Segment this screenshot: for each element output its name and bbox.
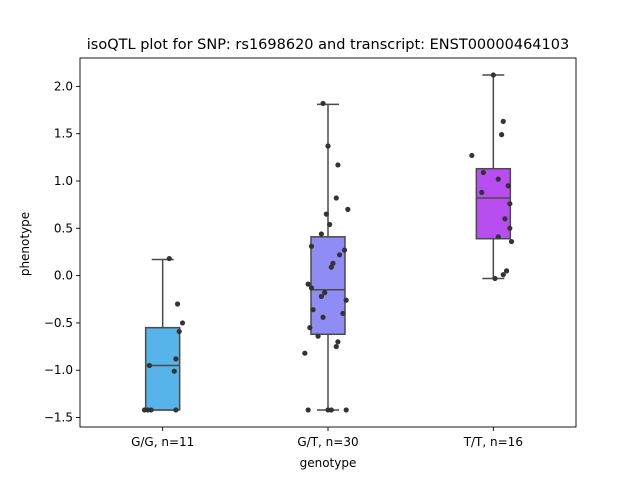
data-point (480, 169, 487, 176)
x-axis-label: genotype (300, 456, 357, 470)
data-point (315, 333, 321, 339)
data-point (343, 297, 349, 303)
data-point (341, 247, 348, 253)
data-point (345, 206, 351, 212)
data-point (176, 328, 182, 335)
iqr-box (310, 236, 346, 336)
data-point (503, 268, 510, 274)
data-point (335, 339, 341, 345)
data-point (505, 183, 511, 189)
data-point (179, 320, 186, 326)
data-point (322, 290, 328, 296)
data-point (333, 195, 339, 201)
data-point (166, 255, 172, 262)
data-point (492, 275, 498, 282)
plot-area (141, 72, 515, 413)
data-point (507, 201, 513, 207)
y-tick-label: −1.0 (44, 363, 73, 377)
y-tick-label: −1.5 (44, 411, 73, 425)
iqr-box (475, 167, 512, 240)
data-point (500, 272, 506, 278)
box-group-1 (144, 258, 181, 411)
data-point (307, 325, 313, 331)
data-point (308, 285, 315, 291)
chart-title: isoQTL plot for SNP: rs1698620 and trans… (87, 37, 569, 53)
data-point (495, 234, 501, 240)
data-point (148, 407, 154, 413)
x-tick-label: T/T, n=16 (463, 435, 523, 449)
y-axis-label: phenotype (18, 212, 32, 276)
data-point (305, 407, 311, 413)
x-tick-label: G/T, n=30 (297, 435, 358, 449)
data-point (479, 189, 485, 195)
data-point (174, 301, 181, 307)
data-point (318, 231, 324, 237)
data-point (318, 293, 324, 300)
y-tick-label: 2.0 (54, 79, 73, 93)
data-point (146, 362, 153, 369)
data-point (308, 243, 315, 249)
data-point (320, 100, 326, 107)
data-point (325, 143, 331, 149)
y-tick-label: 1.0 (54, 174, 73, 188)
x-tick-label: G/G, n=11 (131, 435, 194, 449)
data-point (507, 225, 513, 231)
data-point (343, 407, 349, 413)
y-tick-label: 0.0 (54, 269, 73, 283)
data-point (333, 343, 339, 350)
strip-points-2 (302, 100, 351, 413)
data-point (340, 310, 346, 317)
data-point (500, 118, 506, 124)
data-point (495, 176, 501, 182)
data-point (336, 252, 343, 258)
data-point (320, 314, 326, 320)
data-point (305, 281, 311, 287)
data-point (499, 132, 505, 138)
data-point (171, 368, 177, 374)
y-tick-label: 0.5 (54, 221, 73, 235)
data-point (323, 211, 329, 217)
y-tick-label: −0.5 (44, 316, 73, 330)
axes: −1.5 −1.0 −0.5 0.0 0.5 1.0 1.5 2.0 G/G, n=11 G/T,… (44, 57, 577, 449)
strip-points-3 (469, 72, 515, 282)
data-point (310, 307, 316, 313)
box-group-3 (475, 74, 512, 280)
data-point (173, 356, 179, 362)
data-point (327, 221, 333, 228)
data-point (328, 264, 334, 270)
data-point (502, 216, 508, 222)
data-point (302, 350, 308, 356)
data-point (508, 238, 515, 245)
data-point (490, 72, 496, 78)
data-point (469, 152, 475, 159)
y-tick-label: 1.5 (54, 127, 73, 141)
strip-points-1 (141, 255, 186, 413)
data-point (173, 407, 179, 413)
data-point (328, 407, 334, 413)
data-point (335, 162, 341, 168)
